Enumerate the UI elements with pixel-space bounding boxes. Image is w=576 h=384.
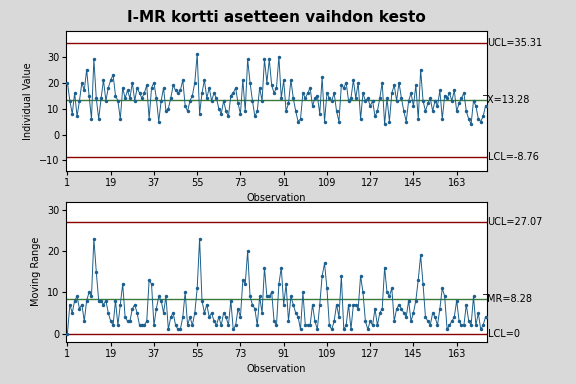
Text: LCL=-8.76: LCL=-8.76 (487, 152, 539, 162)
X-axis label: Observation: Observation (247, 194, 306, 204)
Text: UCL=35.31: UCL=35.31 (487, 38, 543, 48)
Text: ̅MR=8.28: ̅MR=8.28 (487, 295, 533, 305)
Text: I-MR kortti asetteen vaihdon kesto: I-MR kortti asetteen vaihdon kesto (127, 10, 426, 25)
Text: LCL=0: LCL=0 (487, 329, 520, 339)
Text: ̅X=13.28: ̅X=13.28 (487, 95, 530, 105)
Y-axis label: Individual Value: Individual Value (24, 62, 33, 140)
Text: UCL=27.07: UCL=27.07 (487, 217, 543, 227)
Y-axis label: Moving Range: Moving Range (31, 237, 41, 306)
X-axis label: Observation: Observation (247, 364, 306, 374)
